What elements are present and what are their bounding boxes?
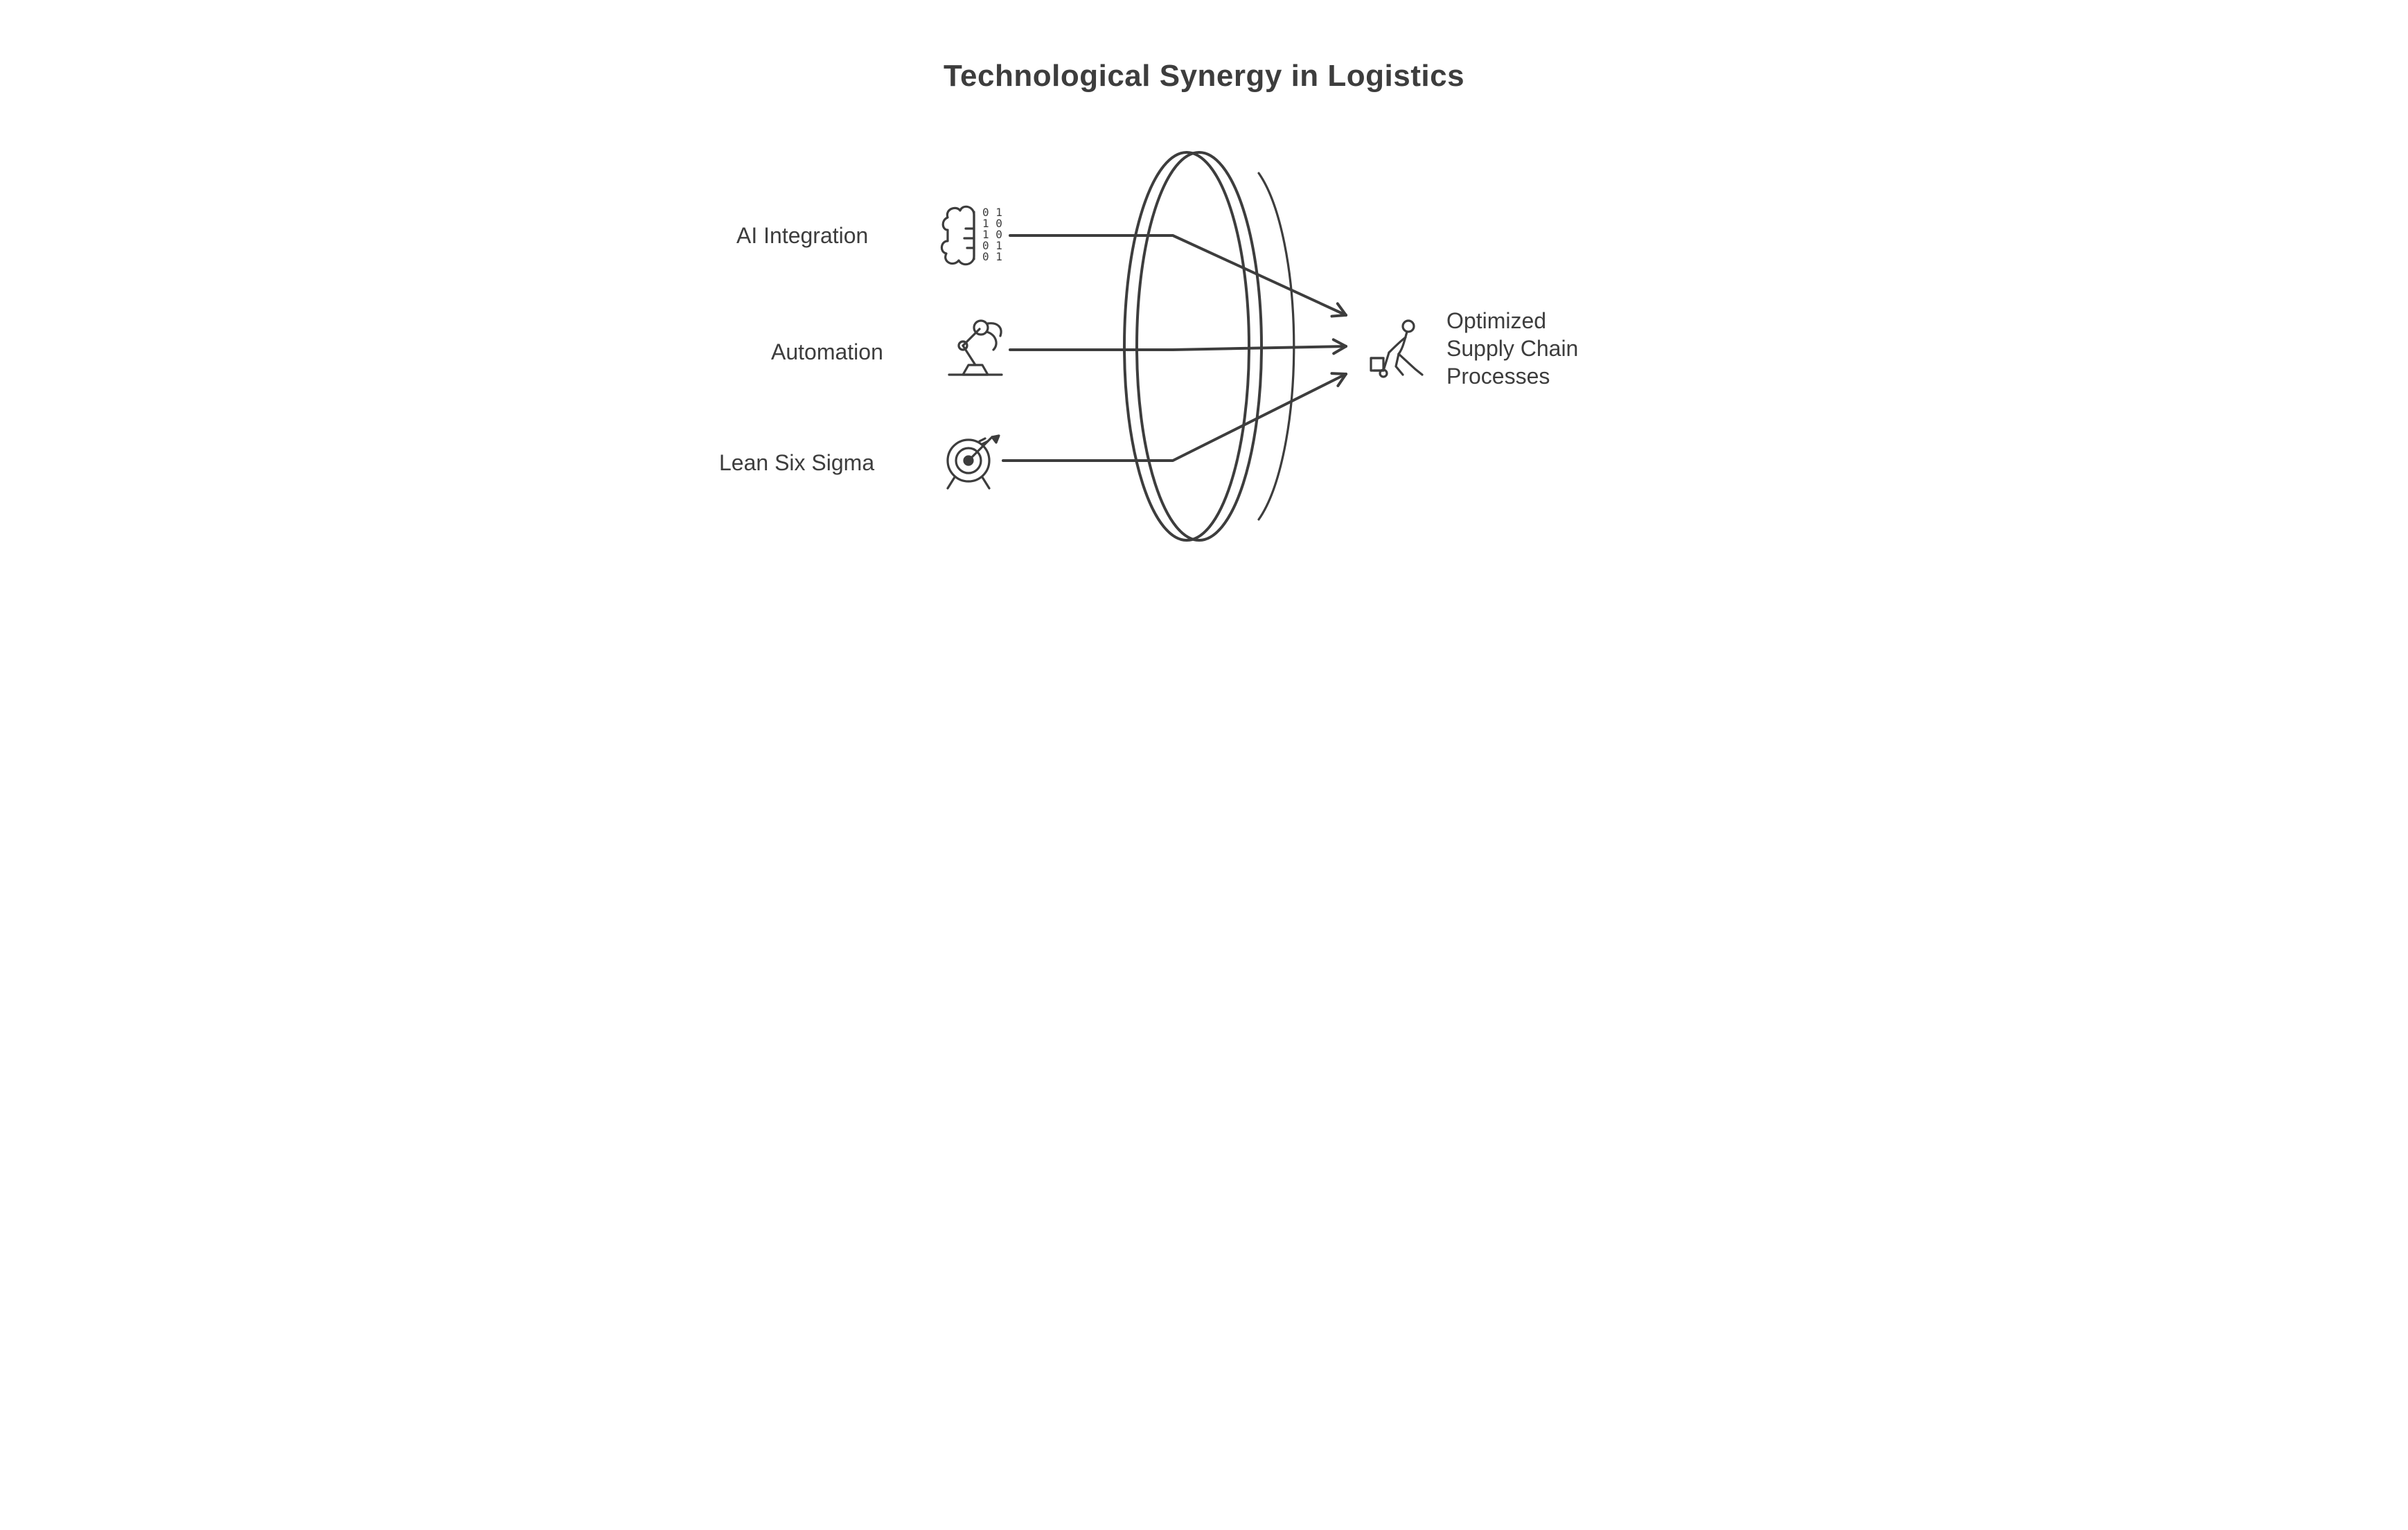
input-label-lean: Lean Six Sigma [719,450,874,476]
output-label-line1: Optimized [1446,308,1546,333]
diagram-stage: Technological Synergy in Logistics 0 11 … [702,0,1706,638]
output-label-line2: Supply Chain [1446,336,1578,361]
svg-text:0 1: 0 1 [982,250,1002,263]
ai-brain-icon: 0 11 01 00 10 1 [941,206,1002,265]
robot-arm-icon [949,321,1002,375]
target-icon [948,436,999,488]
output-label: Optimized Supply Chain Processes [1446,307,1578,390]
output-label-line3: Processes [1446,364,1550,389]
logistics-worker-icon [1371,321,1422,377]
input-label-automation: Automation [771,339,883,365]
input-label-ai: AI Integration [736,223,868,249]
